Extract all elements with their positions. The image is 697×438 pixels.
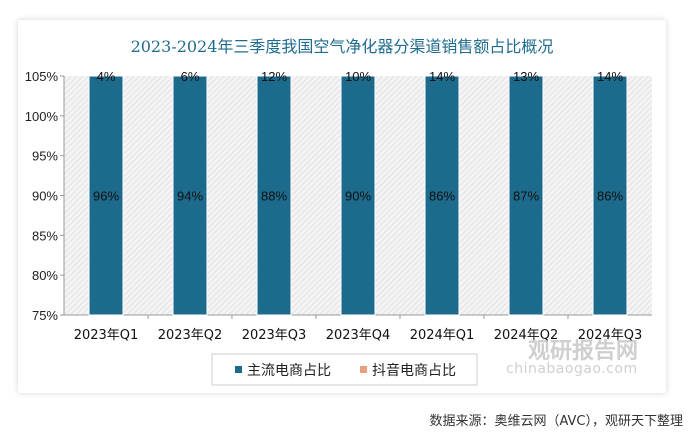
bar-mainstream [340, 75, 376, 316]
data-label: 12% [261, 69, 287, 84]
data-label: 88% [261, 189, 287, 204]
bar-mainstream [508, 75, 544, 316]
data-label: 87% [513, 189, 539, 204]
bar-mainstream [172, 75, 208, 316]
x-tick-label: 2023年Q3 [242, 328, 307, 343]
data-label: 90% [345, 189, 371, 204]
legend-label: 主流电商占比 [247, 363, 331, 379]
y-tick-label: 105% [25, 69, 59, 84]
data-label: 96% [93, 189, 119, 204]
y-tick-label: 90% [32, 189, 58, 204]
data-label: 86% [429, 189, 455, 204]
x-tick-label: 2024年Q1 [410, 328, 475, 343]
x-tick-label: 2023年Q2 [158, 328, 223, 343]
y-tick-label: 85% [32, 228, 58, 243]
data-label: 94% [177, 189, 203, 204]
legend-swatch [360, 366, 367, 373]
x-tick-label: 2024年Q3 [578, 328, 643, 343]
legend-label: 抖音电商占比 [372, 362, 456, 379]
data-label: 13% [513, 69, 539, 84]
bar-mainstream [256, 75, 292, 316]
data-label: 10% [345, 69, 371, 84]
data-label: 6% [181, 69, 200, 84]
chart-title: 2023-2024年三季度我国空气净化器分渠道销售额占比概况 [130, 37, 554, 56]
bar-mainstream [592, 75, 628, 316]
x-tick-label: 2024年Q2 [494, 328, 559, 343]
y-tick-label: 100% [25, 109, 59, 124]
data-label: 4% [97, 69, 116, 84]
watermark: 观研报告网 chinabaogao.com [478, 333, 668, 383]
y-tick-label: 95% [32, 149, 58, 164]
source-note: 数据来源：奥维云网（AVC），观研天下整理 [429, 414, 683, 429]
data-label: 14% [597, 69, 623, 84]
bar-mainstream [88, 75, 124, 316]
x-tick-label: 2023年Q1 [74, 328, 139, 343]
watermark-en: chinabaogao.com [506, 361, 638, 377]
data-label: 14% [429, 69, 455, 84]
y-tick-label: 75% [32, 308, 58, 323]
watermark-cn: 观研报告网 [528, 339, 639, 364]
y-tick-label: 80% [32, 268, 58, 283]
legend-swatch [235, 366, 242, 373]
data-label: 86% [597, 189, 623, 204]
bar-mainstream [424, 75, 460, 316]
legend [211, 353, 478, 386]
x-tick-label: 2023年Q4 [326, 328, 391, 343]
